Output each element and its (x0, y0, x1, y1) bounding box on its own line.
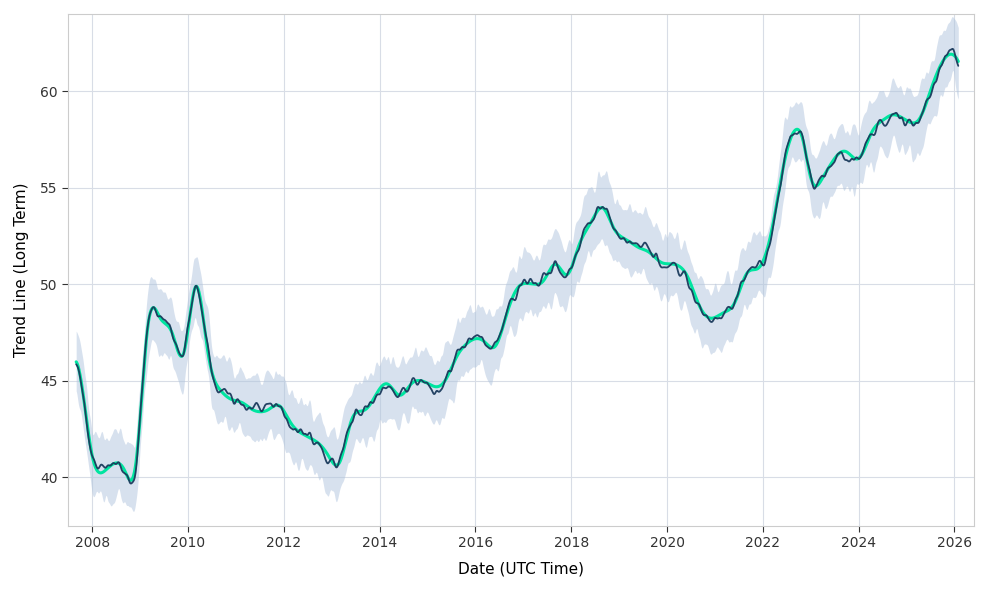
X-axis label: Date (UTC Time): Date (UTC Time) (458, 561, 584, 576)
Y-axis label: Trend Line (Long Term): Trend Line (Long Term) (14, 182, 29, 357)
